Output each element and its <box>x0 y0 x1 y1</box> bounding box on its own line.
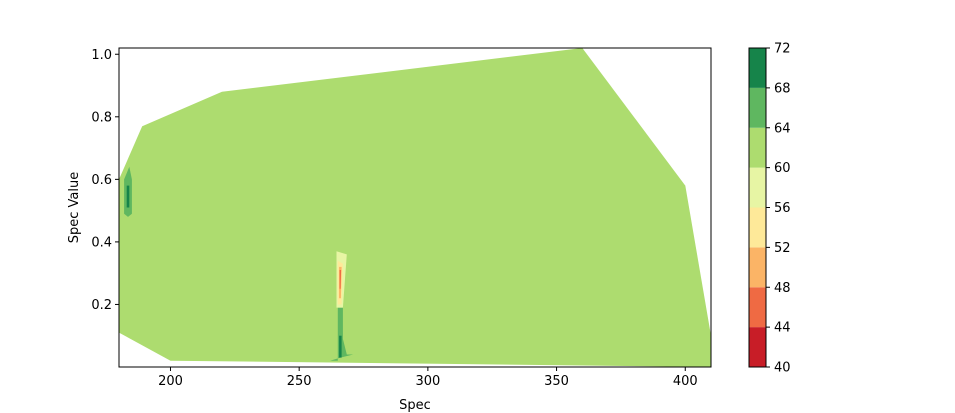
contour-region-7 <box>339 270 342 289</box>
colorbar-tick-label: 68 <box>774 81 791 96</box>
colorbar-segment <box>749 87 766 128</box>
plot-frame <box>118 47 712 368</box>
colorbar-segment <box>749 127 766 168</box>
colorbar-segment <box>749 327 766 367</box>
x-tick-label: 350 <box>544 374 569 389</box>
colorbar-segment <box>749 48 766 88</box>
y-axis: 0.2 0.4 0.6 0.8 1.0 <box>91 48 119 313</box>
colorbar-segment <box>749 167 766 208</box>
contour-region-2 <box>330 307 354 361</box>
x-tick-label: 400 <box>673 374 698 389</box>
y-tick-label: 0.8 <box>91 110 112 125</box>
y-tick-label: 0.2 <box>91 298 112 313</box>
colorbar: 40 44 48 52 56 60 64 68 72 <box>748 42 791 376</box>
colorbar-tick-label: 60 <box>774 161 791 176</box>
contour-region-3 <box>339 335 342 358</box>
y-tick-label: 0.4 <box>91 235 112 250</box>
plot-area <box>119 48 711 367</box>
colorbar-tick-label: 44 <box>774 321 791 336</box>
x-tick-label: 200 <box>158 374 183 389</box>
colorbar-tick-label: 52 <box>774 241 791 256</box>
contour-region-1 <box>126 185 130 208</box>
y-axis-label: Spec Value <box>67 172 82 243</box>
y-tick-label: 1.0 <box>91 48 112 63</box>
colorbar-tick-label: 72 <box>774 42 791 57</box>
colorbar-tick-label: 40 <box>774 361 791 376</box>
colorbar-segment <box>749 247 766 288</box>
colorbar-segment <box>749 287 766 328</box>
y-tick-label: 0.6 <box>91 173 112 188</box>
colorbar-tick-label: 64 <box>774 121 791 136</box>
colorbar-tick-label: 48 <box>774 281 791 296</box>
x-axis: 200 250 300 350 400 <box>158 367 698 389</box>
x-tick-label: 300 <box>415 374 440 389</box>
contour-base-region <box>119 48 711 367</box>
x-axis-label: Spec <box>399 398 431 413</box>
colorbar-tick-label: 56 <box>774 201 791 216</box>
x-tick-label: 250 <box>287 374 312 389</box>
colorbar-segment <box>749 207 766 248</box>
